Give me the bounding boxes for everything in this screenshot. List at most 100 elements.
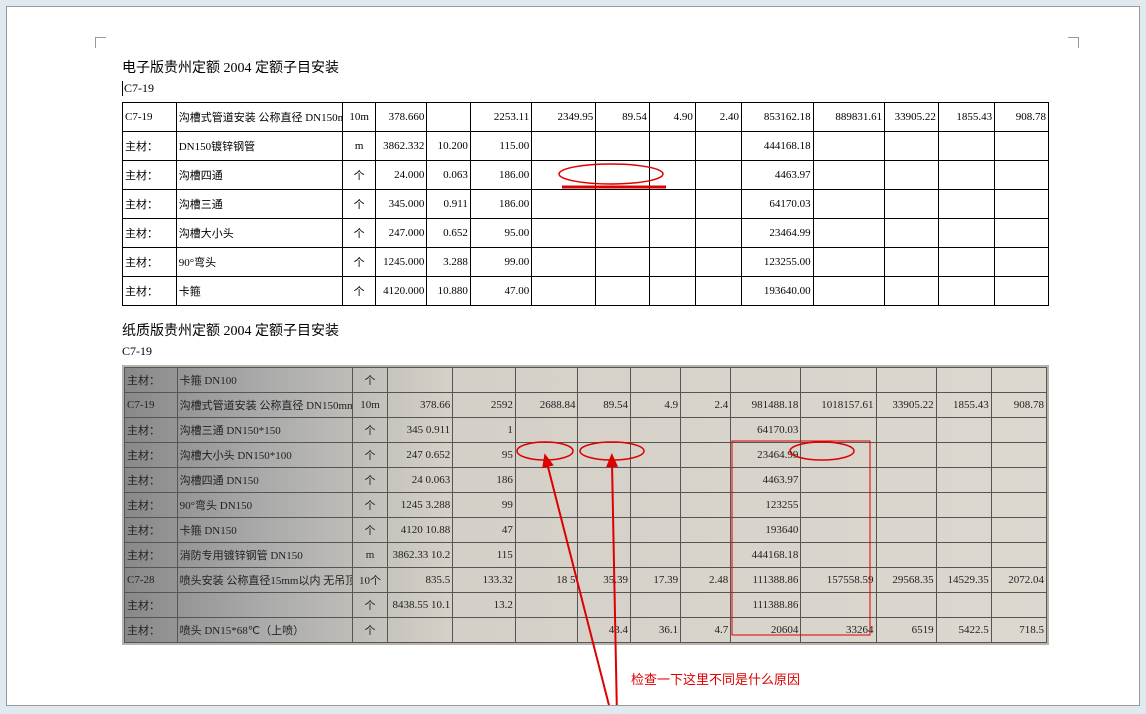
- cell: [991, 493, 1046, 518]
- cell: 主材：: [123, 161, 177, 190]
- cell: [649, 277, 695, 306]
- cell: 99.00: [470, 248, 531, 277]
- table-row: 主材：沟槽四通个24.0000.063186.004463.97: [123, 161, 1049, 190]
- annotation-text: 检查一下这里不同是什么原因: [382, 669, 1049, 688]
- cell: 1: [453, 418, 516, 443]
- cell: 沟槽大小头 DN150*100: [177, 443, 352, 468]
- cell: 47: [453, 518, 516, 543]
- cell: [936, 443, 991, 468]
- cell: [938, 190, 994, 219]
- cell: 2072.04: [991, 568, 1046, 593]
- cell: 123255.00: [741, 248, 813, 277]
- cell: 沟槽四通: [176, 161, 342, 190]
- cell: [695, 219, 741, 248]
- cell: 193640: [731, 518, 801, 543]
- cell: [649, 161, 695, 190]
- cell: [876, 418, 936, 443]
- cell: 卡箍 DN100: [177, 368, 352, 393]
- cell: 115: [453, 543, 516, 568]
- cell: 89.54: [596, 103, 650, 132]
- cell: 主材：: [123, 132, 177, 161]
- cell: [801, 518, 876, 543]
- cell: [938, 161, 994, 190]
- cell: [578, 543, 631, 568]
- cell: [885, 161, 939, 190]
- cell: 2.48: [681, 568, 731, 593]
- table-row: C7-19沟槽式管道安装 公称直径 DN150mm以内10m378.660225…: [123, 103, 1049, 132]
- cell: 主材：: [125, 443, 178, 468]
- cell: [695, 277, 741, 306]
- cell: 2592: [453, 393, 516, 418]
- cell: 853162.18: [741, 103, 813, 132]
- cell: [681, 518, 731, 543]
- cell: 247.000: [376, 219, 427, 248]
- cell: 主材：: [123, 190, 177, 219]
- cell: 主材：: [123, 248, 177, 277]
- cell: [731, 368, 801, 393]
- cell: [681, 543, 731, 568]
- cell: 4.7: [681, 618, 731, 643]
- cell: [681, 493, 731, 518]
- cell: [515, 518, 578, 543]
- table-row: 主材：卡箍 DN100个: [125, 368, 1047, 393]
- cell: m: [352, 543, 387, 568]
- cell: 个: [342, 190, 375, 219]
- cell: 0.652: [427, 219, 470, 248]
- cell: 123255: [731, 493, 801, 518]
- cell: [453, 368, 516, 393]
- cell: [631, 368, 681, 393]
- cell: 主材：: [123, 219, 177, 248]
- cell: DN150镀锌钢管: [176, 132, 342, 161]
- cell: [649, 190, 695, 219]
- cell: [876, 543, 936, 568]
- cell: 4.9: [631, 393, 681, 418]
- table-row: 主材：沟槽大小头 DN150*100个247 0.6529523464.99: [125, 443, 1047, 468]
- cell: 10m: [342, 103, 375, 132]
- cell: [936, 493, 991, 518]
- cell: [649, 248, 695, 277]
- cell: [813, 190, 885, 219]
- cell: [427, 103, 470, 132]
- cell: 247 0.652: [388, 443, 453, 468]
- cell: [991, 418, 1046, 443]
- cell: [695, 248, 741, 277]
- cell: 24 0.063: [388, 468, 453, 493]
- cell: 1245.000: [376, 248, 427, 277]
- cell: 主材：: [125, 618, 178, 643]
- cell: 18 5: [515, 568, 578, 593]
- cell: 29568.35: [876, 568, 936, 593]
- cell: 186.00: [470, 161, 531, 190]
- cell: [813, 248, 885, 277]
- cell: 908.78: [991, 393, 1046, 418]
- table-row: 主材：喷头 DN15*68℃（上喷）个43.436.14.72060433264…: [125, 618, 1047, 643]
- cell: 64170.03: [731, 418, 801, 443]
- table-row: 主材：卡箍个4120.00010.88047.00193640.00: [123, 277, 1049, 306]
- paper-quota-table: 主材：卡箍 DN100个C7-19沟槽式管道安装 公称直径 DN150mm以内1…: [124, 367, 1047, 643]
- cell: [876, 368, 936, 393]
- cell: [578, 493, 631, 518]
- cell: 1855.43: [938, 103, 994, 132]
- cell: [938, 248, 994, 277]
- cell: 115.00: [470, 132, 531, 161]
- content-area: 电子版贵州定额 2004 定额子目安装 C7-19 C7-19沟槽式管道安装 公…: [122, 57, 1049, 688]
- cell: 186: [453, 468, 516, 493]
- cell: C7-19: [125, 393, 178, 418]
- cell: 378.66: [388, 393, 453, 418]
- cell: 157558.59: [801, 568, 876, 593]
- cell: [801, 543, 876, 568]
- cell: [578, 418, 631, 443]
- cell: [515, 443, 578, 468]
- cell: [813, 219, 885, 248]
- cell: [596, 190, 650, 219]
- cell: 个: [352, 368, 387, 393]
- cell: 4.90: [649, 103, 695, 132]
- cell: 1245 3.288: [388, 493, 453, 518]
- cell: 沟槽式管道安装 公称直径 DN150mm以内: [177, 393, 352, 418]
- cell: [876, 493, 936, 518]
- cell: [936, 593, 991, 618]
- cell: 主材：: [125, 493, 178, 518]
- cell: [813, 161, 885, 190]
- cell: [995, 277, 1049, 306]
- cell: [885, 132, 939, 161]
- cell: [681, 443, 731, 468]
